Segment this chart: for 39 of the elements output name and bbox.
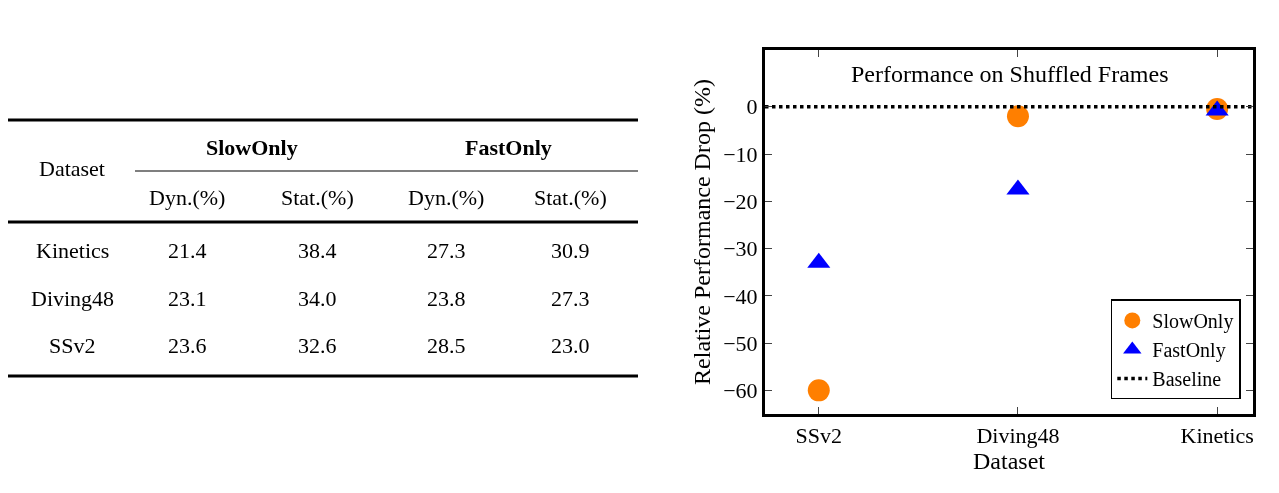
category-label: Diving48	[31, 286, 115, 311]
x-tick-label: Kinetics	[1180, 423, 1254, 449]
data-label: 28.5	[427, 333, 466, 358]
data-label: 23.6	[168, 333, 207, 358]
text: Stat.(%)	[281, 185, 354, 210]
y-tick-label: −30	[723, 236, 758, 262]
text: SlowOnly	[206, 135, 298, 160]
x-tick-label: Diving48	[976, 423, 1060, 449]
chart-title: Performance on Shuffled Frames	[851, 61, 1169, 87]
data-label: 32.6	[298, 333, 337, 358]
y-tick-label: 0	[746, 94, 758, 120]
legend-label: FastOnly	[1152, 339, 1226, 363]
text: Dyn.(%)	[408, 185, 485, 210]
text: FastOnly	[465, 135, 552, 160]
x-axis-title: Dataset	[973, 448, 1046, 475]
category-label: SSv2	[49, 333, 96, 358]
point	[807, 379, 830, 402]
data-label: 23.1	[168, 286, 207, 311]
text: Stat.(%)	[534, 185, 607, 210]
y-tick-label: −20	[723, 188, 758, 214]
data-label: 27.3	[551, 286, 590, 311]
data-label: 34.0	[298, 286, 337, 311]
y-tick-label: −40	[723, 283, 758, 309]
y-tick-label: −50	[723, 330, 758, 356]
data-label: 27.3	[427, 238, 466, 263]
y-tick-label: −10	[723, 141, 758, 167]
text: Dyn.(%)	[149, 185, 226, 210]
data-label: 38.4	[298, 238, 337, 263]
y-tick-label: −60	[723, 378, 758, 404]
text: Dataset	[39, 156, 105, 181]
legend-label: SlowOnly	[1152, 310, 1234, 334]
data-label: 30.9	[551, 238, 590, 263]
data-label: 21.4	[168, 238, 207, 263]
category-label: Kinetics	[36, 238, 110, 263]
x-tick-label: SSv2	[795, 423, 843, 449]
data-label: 23.0	[551, 333, 590, 358]
y-axis-title: Relative Performance Drop (%)	[689, 79, 716, 385]
data-label: 23.8	[427, 286, 466, 311]
legend-label: Baseline	[1152, 368, 1222, 391]
